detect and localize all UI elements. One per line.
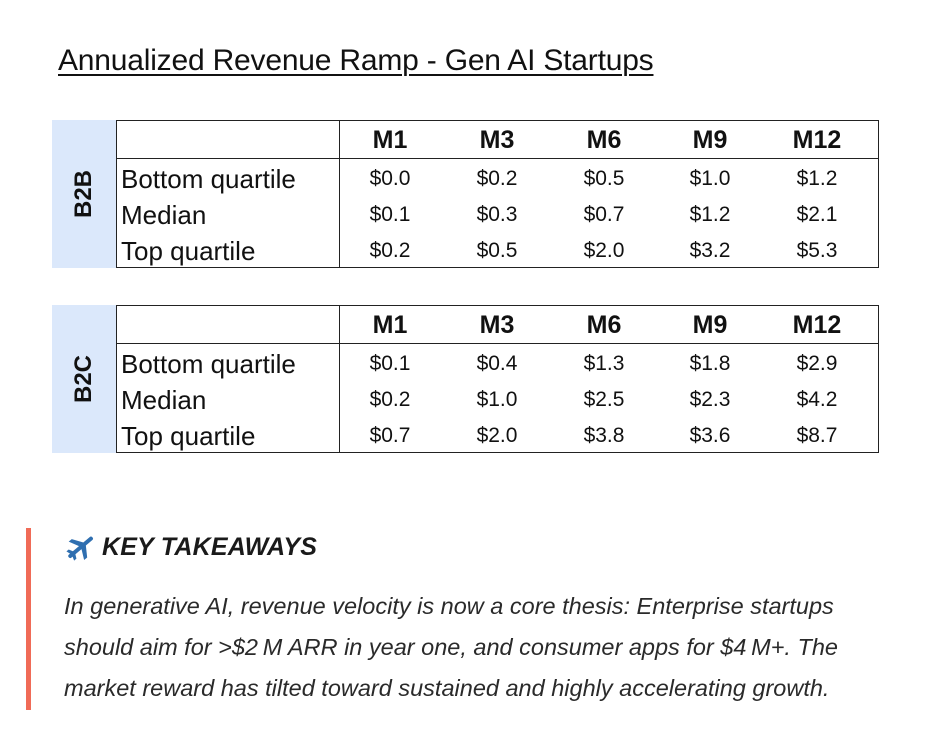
table-cell: $0.4	[476, 352, 518, 375]
table-cell: $0.3	[476, 203, 518, 226]
page-title: Annualized Revenue Ramp - Gen AI Startup…	[58, 44, 654, 77]
row-label: Bottom quartile	[121, 164, 296, 194]
table-cell: $2.1	[796, 203, 838, 226]
table-cell: $4.2	[796, 388, 838, 411]
table-cell: $3.8	[583, 424, 625, 447]
column-header-m3: M3	[479, 126, 515, 154]
column-header-m6: M6	[586, 126, 622, 154]
table-cell: $1.2	[796, 167, 838, 190]
table-cell: $2.0	[583, 239, 625, 262]
table-cell: $0.2	[369, 388, 411, 411]
column-header-m3: M3	[479, 311, 515, 339]
b2c-table: B2C M1 M3 M6 M9 M12 Bottom quartile $0.1…	[52, 305, 879, 453]
table-cell: $2.9	[796, 352, 838, 375]
takeaway-line: should aim for >$2 M ARR in year one, an…	[64, 634, 838, 660]
table-cell: $0.7	[583, 203, 625, 226]
row-label: Bottom quartile	[121, 349, 296, 379]
table-cell: $3.6	[689, 424, 731, 447]
table-cell: $0.1	[369, 203, 411, 226]
takeaway-body: In generative AI, revenue velocity is no…	[64, 586, 924, 709]
column-header-m12: M12	[792, 126, 842, 154]
column-header-m1: M1	[372, 126, 408, 154]
table-cell: $1.3	[583, 352, 625, 375]
table-cell: $0.0	[369, 167, 411, 190]
row-label: Top quartile	[121, 421, 256, 451]
table-grid: M1 M3 M6 M9 M12 Bottom quartile $0.0 $0.…	[116, 120, 879, 268]
takeaway-heading-text: KEY TAKEAWAYS	[102, 533, 318, 561]
b2b-table: B2B M1 M3 M6 M9 M12 Bottom quartile $0.0…	[52, 120, 879, 268]
takeaway-line: In generative AI, revenue velocity is no…	[64, 593, 834, 619]
airplane-icon	[66, 536, 93, 561]
table-cell: $1.2	[689, 203, 731, 226]
table-cell: $8.7	[796, 424, 838, 447]
table-grid: M1 M3 M6 M9 M12 Bottom quartile $0.1 $0.…	[116, 305, 879, 453]
table-cell: $2.5	[583, 388, 625, 411]
takeaway-accent-bar	[26, 528, 31, 710]
table-cell: $1.8	[689, 352, 731, 375]
table-cell: $2.3	[689, 388, 731, 411]
table-cell: $0.1	[369, 352, 411, 375]
column-header-m1: M1	[372, 311, 408, 339]
label-divider	[339, 121, 340, 267]
column-header-m9: M9	[692, 311, 728, 339]
header-divider	[117, 343, 878, 344]
table-cell: $1.0	[476, 388, 518, 411]
table-cell: $0.2	[369, 239, 411, 262]
table-cell: $1.0	[689, 167, 731, 190]
row-label: Top quartile	[121, 236, 256, 266]
column-header-m12: M12	[792, 311, 842, 339]
takeaway-heading: KEY TAKEAWAYS	[64, 531, 317, 563]
table-cell: $2.0	[476, 424, 518, 447]
table-cell: $5.3	[796, 239, 838, 262]
row-label: Median	[121, 200, 207, 230]
table-cell: $3.2	[689, 239, 731, 262]
takeaway-line: market reward has tilted toward sustaine…	[64, 675, 830, 701]
segment-label-text: B2C	[70, 354, 97, 404]
segment-label-b2c: B2C	[52, 305, 116, 453]
label-divider	[339, 306, 340, 452]
header-divider	[117, 158, 878, 159]
row-label: Median	[121, 385, 207, 415]
table-cell: $0.7	[369, 424, 411, 447]
segment-label-b2b: B2B	[52, 120, 116, 268]
column-header-m6: M6	[586, 311, 622, 339]
table-cell: $0.5	[583, 167, 625, 190]
table-cell: $0.2	[476, 167, 518, 190]
table-cell: $0.5	[476, 239, 518, 262]
column-header-m9: M9	[692, 126, 728, 154]
segment-label-text: B2B	[70, 169, 97, 219]
